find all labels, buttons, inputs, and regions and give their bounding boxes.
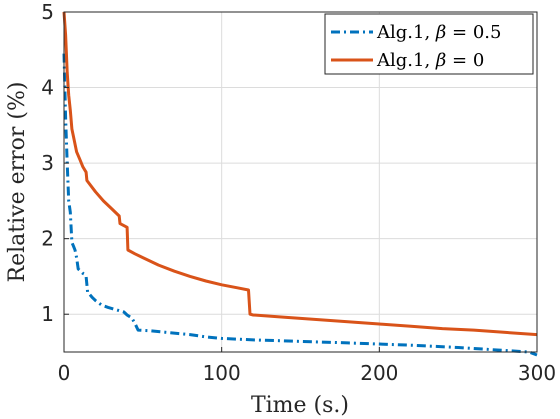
- x-tick-label: 200: [360, 361, 398, 385]
- legend-label-symbol: β: [435, 22, 446, 43]
- series-layer: [62, 11, 538, 357]
- y-axis-label: Relative error (%): [5, 82, 30, 283]
- series-line-0: [62, 53, 538, 357]
- x-tick-label: 300: [518, 361, 556, 385]
- x-tick-label: 100: [203, 361, 241, 385]
- axes-box: [63, 11, 538, 353]
- x-axis-label: Time (s.): [251, 393, 349, 418]
- legend-label-suffix: = 0.5: [446, 22, 501, 43]
- x-tick-label: 0: [58, 361, 71, 385]
- y-tick-label: 3: [41, 151, 54, 175]
- legend-label-0: Alg.1, β = 0.5: [376, 22, 501, 43]
- legend-label-prefix: Alg.1,: [376, 22, 436, 43]
- y-tick-label: 2: [41, 227, 54, 251]
- y-tick-label: 5: [41, 0, 54, 24]
- ticks: 0 100 200 300 1 2 3 4 5: [41, 0, 556, 385]
- legend-label-1: Alg.1, β = 0: [376, 50, 484, 71]
- series-line-1: [62, 11, 538, 337]
- y-tick-label: 4: [41, 76, 54, 100]
- legend-label-prefix: Alg.1,: [376, 50, 436, 71]
- y-tick-label: 1: [41, 302, 54, 326]
- legend-label-symbol: β: [435, 50, 446, 71]
- legend-label-suffix: = 0: [446, 50, 484, 71]
- legend-box: [324, 13, 534, 75]
